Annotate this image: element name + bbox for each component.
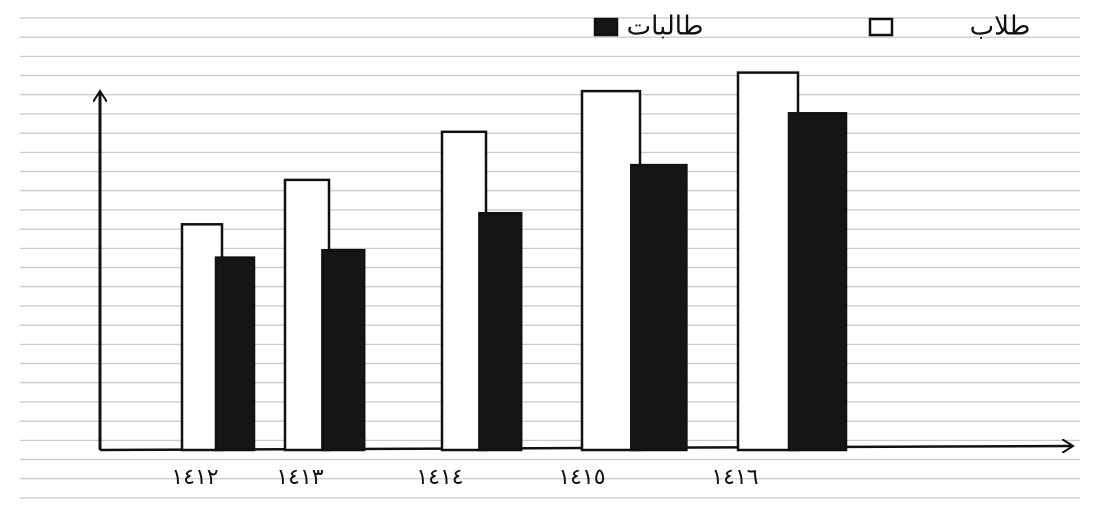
x-tick-label: ١٤١٥ (558, 465, 605, 490)
legend-label: طلاب (970, 12, 1031, 42)
bar (478, 211, 523, 452)
x-tick-label: ١٤١٢ (171, 465, 218, 490)
lined-paper (20, 0, 1080, 511)
bar (214, 256, 256, 452)
x-tick-label: ١٤١٣ (276, 465, 323, 490)
bar (321, 248, 366, 452)
bar (630, 163, 688, 452)
x-tick-label: ١٤١٦ (711, 465, 758, 490)
bar (787, 112, 848, 452)
legend-swatch (593, 17, 619, 37)
legend-label: طالبات (627, 12, 704, 42)
x-tick-label: ١٤١٤ (416, 465, 463, 490)
legend-swatch (868, 17, 894, 37)
legend: طلاب طالبات (593, 12, 1031, 42)
